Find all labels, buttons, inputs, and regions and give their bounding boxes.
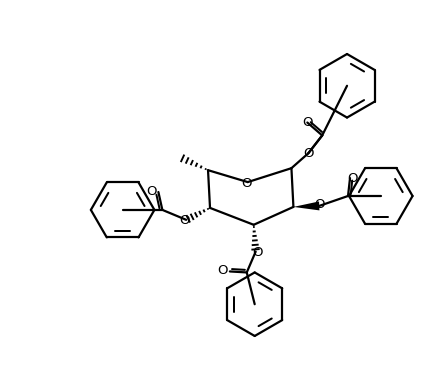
Text: O: O: [179, 214, 190, 227]
Text: O: O: [348, 172, 358, 185]
Polygon shape: [293, 202, 319, 210]
Text: O: O: [314, 198, 324, 212]
Text: O: O: [242, 177, 252, 189]
Text: O: O: [146, 184, 157, 198]
Text: O: O: [302, 116, 312, 129]
Text: O: O: [218, 264, 228, 277]
Text: O: O: [303, 147, 314, 160]
Text: O: O: [252, 246, 263, 259]
